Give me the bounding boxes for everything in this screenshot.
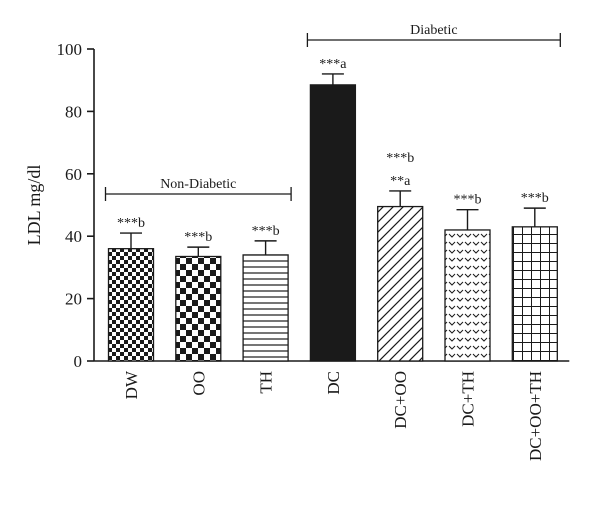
bar-dc-oo <box>377 205 424 362</box>
y-tick-label: 100 <box>57 40 83 59</box>
bar-dc <box>309 84 357 362</box>
significance-label: ***b <box>252 224 280 239</box>
y-axis-title: LDL mg/dl <box>24 165 44 246</box>
significance-label: ***a <box>319 57 347 72</box>
bar-dc-oo-th <box>511 226 558 362</box>
y-tick-label: 40 <box>65 227 82 246</box>
significance-label: ***b <box>184 230 212 245</box>
significance-label: ***b <box>117 216 145 231</box>
x-tick-label: DC <box>324 371 343 395</box>
y-tick-label: 60 <box>65 165 82 184</box>
significance-label: **a <box>390 174 411 189</box>
y-tick-label: 20 <box>65 290 82 309</box>
x-tick-label: DC+TH <box>459 371 478 427</box>
group-label: Non-Diabetic <box>160 177 236 192</box>
significance-label: ***b <box>521 191 549 206</box>
labels: ***b DW ***b OO ***b TH ***a DC ***b **a DC+OO ***b… <box>104 23 561 461</box>
significance-label: ***b <box>386 151 414 166</box>
bar-dw <box>107 248 155 362</box>
bar-th <box>242 254 289 362</box>
x-tick-label: DC+OO+TH <box>526 371 545 461</box>
x-tick-label: DC+OO <box>391 371 410 429</box>
x-tick-label: TH <box>257 371 276 394</box>
y-tick-label: 80 <box>65 102 82 121</box>
significance-label: ***b <box>454 193 482 208</box>
bar-oo <box>175 255 222 362</box>
group-label: Diabetic <box>410 23 457 38</box>
bars <box>107 73 558 362</box>
x-tick-label: DW <box>122 370 141 399</box>
x-tick-label: OO <box>189 371 208 396</box>
bar-dc-th <box>444 229 491 362</box>
y-tick-label: 0 <box>74 352 83 371</box>
